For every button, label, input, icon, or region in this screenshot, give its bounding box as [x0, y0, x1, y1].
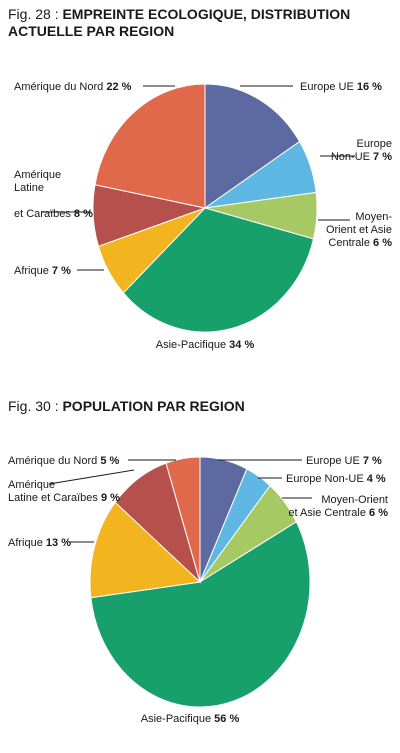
svg-text:Afrique 7 %: Afrique 7 %: [14, 265, 71, 277]
slice-label-text: Centrale: [328, 237, 370, 249]
slice-label-text: Amérique: [8, 479, 55, 491]
slice-percent: 5 %: [97, 455, 119, 467]
svg-text:Asie-Pacifique 56 %: Asie-Pacifique 56 %: [141, 713, 240, 725]
pie-slice-asie_pacifique: [90, 521, 311, 708]
svg-text:et Asie Centrale 6 %: et Asie Centrale 6 %: [288, 507, 388, 519]
slice-percent: 7 %: [370, 151, 392, 163]
figure-28-name: EMPREINTE ECOLOGIQUE, DISTRIBUTION ACTUE…: [8, 6, 351, 39]
svg-text:Amérique: Amérique: [14, 169, 61, 181]
slice-percent: 4 %: [364, 473, 386, 485]
figure-28-title: Fig. 28 : EMPREINTE ECOLOGIQUE, DISTRIBU…: [8, 6, 388, 40]
slice-label-text: Amérique du Nord: [14, 81, 103, 93]
pie-slice-asie_pacifique: [122, 207, 315, 333]
figure-30-name: POPULATION PAR REGION: [62, 398, 245, 414]
pie-slice-afrique: [89, 501, 202, 599]
svg-text:et Caraïbes 8 %: et Caraïbes 8 %: [14, 208, 93, 220]
slice-label-text: Europe UE: [306, 455, 360, 467]
slice-label-text: Europe UE: [300, 81, 354, 93]
slice-percent: 22 %: [103, 81, 131, 93]
svg-text:Europe: Europe: [357, 138, 392, 150]
svg-text:Europe Non-UE 4 %: Europe Non-UE 4 %: [286, 473, 386, 485]
slice-percent: 13 %: [43, 537, 71, 549]
leader-line: [48, 469, 135, 485]
slice-label-text: Amérique: [14, 169, 61, 181]
figure-30-title: Fig. 30 : POPULATION PAR REGION: [8, 398, 388, 415]
svg-text:Amérique du Nord 22 %: Amérique du Nord 22 %: [14, 81, 132, 93]
slice-percent: 8 %: [71, 208, 93, 220]
slice-label-text: Moyen-: [355, 211, 392, 223]
slice-label-text: Latine: [14, 182, 44, 194]
population-pie-chart: Europe UE 7 % Europe Non-UE 4 % Moyen-Orie…: [8, 455, 388, 725]
slice-label-afrique: Afrique 13 %: [8, 537, 94, 549]
slice-label-afrique: Afrique 7 %: [14, 265, 104, 277]
svg-text:Europe UE 16 %: Europe UE 16 %: [300, 81, 382, 93]
slice-label-amerique_nord: Amérique du Nord 5 %: [8, 455, 176, 467]
slice-label-asie_pacifique: Asie-Pacifique 34 %: [156, 339, 255, 351]
slice-label-text: Europe Non-UE: [286, 473, 364, 485]
slice-label-text: Europe: [357, 138, 392, 150]
svg-text:Latine et Caraïbes 9 %: Latine et Caraïbes 9 %: [8, 492, 120, 504]
slice-label-text: et Asie Centrale: [288, 507, 366, 519]
slice-label-europe_non_ue: Europe Non-UE 4 %: [258, 473, 386, 485]
slice-label-text: et Caraïbes: [14, 208, 71, 220]
figure-30-number: Fig. 30 :: [8, 398, 63, 414]
pie-slice-amerique_nord: [94, 83, 206, 209]
slice-label-asie_pacifique: Asie-Pacifique 56 %: [141, 713, 240, 725]
svg-text:Amérique du Nord 5 %: Amérique du Nord 5 %: [8, 455, 120, 467]
slice-label-text: Asie-Pacifique: [141, 713, 211, 725]
svg-text:Non-UE 7 %: Non-UE 7 %: [331, 151, 392, 163]
svg-text:Europe UE 7 %: Europe UE 7 %: [306, 455, 382, 467]
slice-label-europe_ue: Europe UE 7 %: [218, 455, 382, 467]
slice-percent: 9 %: [98, 492, 120, 504]
pie-slice-amerique_nord: [165, 456, 201, 583]
slice-label-amerique_nord: Amérique du Nord 22 %: [14, 81, 175, 93]
svg-text:Amérique: Amérique: [8, 479, 55, 491]
pie-slice-europe_ue: [204, 83, 301, 209]
svg-text:Orient et Asie: Orient et Asie: [326, 224, 392, 236]
slice-percent: 7 %: [360, 455, 382, 467]
figure-28-number: Fig. 28 :: [8, 6, 63, 22]
slice-percent: 34 %: [226, 339, 254, 351]
slice-label-text: Afrique: [14, 265, 49, 277]
slice-label-text: Asie-Pacifique: [156, 339, 226, 351]
slice-label-text: Amérique du Nord: [8, 455, 97, 467]
slice-percent: 16 %: [354, 81, 382, 93]
slice-percent: 56 %: [211, 713, 239, 725]
slice-label-text: Latine et Caraïbes: [8, 492, 98, 504]
svg-text:Latine: Latine: [14, 182, 44, 194]
svg-text:Moyen-Orient: Moyen-Orient: [321, 494, 388, 506]
slice-label-text: Orient et Asie: [326, 224, 392, 236]
slice-percent: 6 %: [370, 237, 392, 249]
svg-text:Asie-Pacifique 34 %: Asie-Pacifique 34 %: [156, 339, 255, 351]
slice-label-text: Moyen-Orient: [321, 494, 388, 506]
slice-label-text: Non-UE: [331, 151, 370, 163]
svg-text:Afrique 13 %: Afrique 13 %: [8, 537, 71, 549]
svg-text:Moyen-: Moyen-: [355, 211, 392, 223]
slice-percent: 6 %: [366, 507, 388, 519]
slice-label-text: Afrique: [8, 537, 43, 549]
slice-percent: 7 %: [49, 265, 71, 277]
svg-text:Centrale 6 %: Centrale 6 %: [328, 237, 392, 249]
slice-label-europe_ue: Europe UE 16 %: [240, 81, 382, 93]
